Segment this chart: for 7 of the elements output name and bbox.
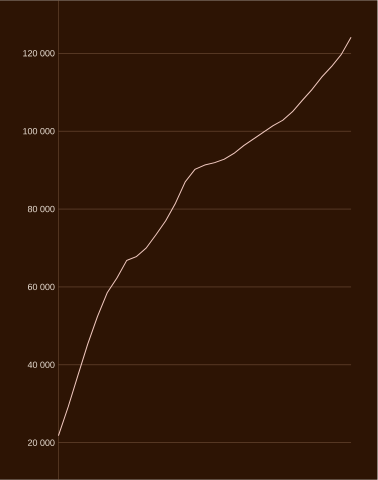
y-tick-label: 100 000 <box>23 128 55 134</box>
y-tick-label: 20 000 <box>28 440 55 446</box>
y-tick-label: 60 000 <box>28 284 55 290</box>
y-tick-label: 120 000 <box>23 50 55 56</box>
line-series <box>58 36 352 436</box>
y-tick-label: 40 000 <box>28 362 55 368</box>
y-tick-label: 80 000 <box>28 206 55 212</box>
